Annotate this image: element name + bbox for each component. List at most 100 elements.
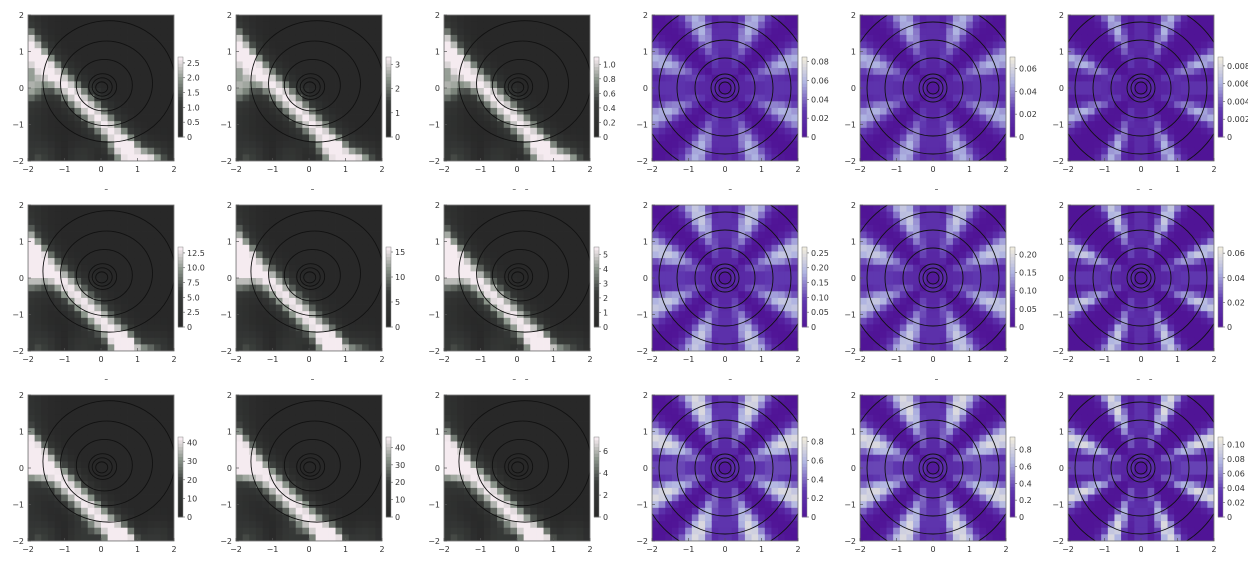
heatmap-cell <box>1160 101 1168 109</box>
heatmap-cell <box>375 48 383 56</box>
heatmap-cell <box>34 88 42 96</box>
heatmap-cell <box>658 231 666 239</box>
heatmap-cell <box>1114 34 1122 42</box>
heatmap-cell <box>275 68 283 76</box>
colorbar-segment <box>1218 127 1223 131</box>
heatmap-cell <box>154 28 162 36</box>
heatmap-cell <box>698 324 706 332</box>
heatmap-cell <box>576 244 584 252</box>
heatmap-cell <box>28 41 36 49</box>
heatmap-cell <box>107 304 115 312</box>
heatmap-cell <box>1194 127 1202 135</box>
heatmap-cell <box>550 141 558 149</box>
heatmap-cell <box>893 94 901 102</box>
heatmap-cell <box>289 224 297 232</box>
heatmap-cell <box>34 264 42 272</box>
colorbar-segment <box>386 103 391 108</box>
heatmap-cell <box>860 127 868 135</box>
heatmap-cell <box>477 147 485 155</box>
heatmap-cell <box>1121 154 1129 162</box>
heatmap-cell <box>523 324 531 332</box>
heatmap-cell <box>255 304 263 312</box>
heatmap-cell <box>1207 94 1215 102</box>
heatmap-cell <box>1167 134 1175 142</box>
heatmap-cell <box>563 284 571 292</box>
colorbar-tick-label: 0 <box>395 133 400 142</box>
heatmap-cell <box>289 147 297 155</box>
heatmap-cell <box>457 154 465 162</box>
heatmap-cell <box>899 15 907 23</box>
heatmap-cell <box>791 15 799 23</box>
heatmap-cell <box>28 251 36 259</box>
heatmap-cell <box>34 34 42 42</box>
heatmap-cell <box>309 218 317 226</box>
heatmap-cell <box>140 34 148 42</box>
heatmap-cell <box>355 147 363 155</box>
heatmap-cell <box>140 317 148 325</box>
heatmap-cell <box>497 317 505 325</box>
heatmap-cell <box>41 331 49 339</box>
heatmap-cell <box>503 54 511 62</box>
heatmap-cell <box>309 251 317 259</box>
heatmap-cell <box>269 238 277 246</box>
heatmap-cell <box>758 81 766 89</box>
heatmap-cell <box>107 258 115 266</box>
heatmap-cell <box>289 54 297 62</box>
heatmap-cell <box>315 121 323 129</box>
heatmap-cell <box>94 344 102 352</box>
heatmap-cell <box>678 121 686 129</box>
heatmap-cell <box>764 54 772 62</box>
heatmap-cell <box>477 344 485 352</box>
heatmap-cell <box>1207 121 1215 129</box>
heatmap-cell <box>282 291 290 299</box>
heatmap-cell <box>959 54 967 62</box>
heatmap-cell <box>242 317 250 325</box>
heatmap-cell <box>302 68 310 76</box>
y-tick-label: −1 <box>12 311 24 320</box>
heatmap-cell <box>368 88 376 96</box>
heatmap-cell <box>517 54 525 62</box>
heatmap-cell <box>154 218 162 226</box>
heatmap-cell <box>114 41 122 49</box>
heatmap-cell <box>1087 81 1095 89</box>
heatmap-cell <box>34 101 42 109</box>
heatmap-cell <box>236 28 244 36</box>
heatmap-cell <box>94 34 102 42</box>
heatmap-cell <box>1068 68 1076 76</box>
heatmap-cell <box>269 54 277 62</box>
heatmap-cell <box>54 324 62 332</box>
heatmap-cell <box>576 251 584 259</box>
heatmap-cell <box>583 34 591 42</box>
heatmap-cell <box>28 291 36 299</box>
heatmap-cell <box>523 331 531 339</box>
heatmap-cell <box>685 81 693 89</box>
heatmap-cell <box>114 147 122 155</box>
heatmap-cell <box>41 304 49 312</box>
heatmap-cell <box>87 114 95 122</box>
heatmap-cell <box>28 154 36 162</box>
heatmap-cell <box>147 211 155 219</box>
heatmap-cell <box>658 154 666 162</box>
heatmap-cell <box>444 337 452 345</box>
heatmap-cell <box>490 258 498 266</box>
heatmap-cell <box>939 147 947 155</box>
heatmap-cell <box>342 304 350 312</box>
heatmap-cell <box>61 28 69 36</box>
heatmap-cell <box>1127 15 1135 23</box>
y-tick-label: 0 <box>227 274 232 283</box>
heatmap-cell <box>1167 147 1175 155</box>
heatmap-cell <box>140 81 148 89</box>
contour-line <box>75 58 133 112</box>
heatmap-cell <box>335 218 343 226</box>
heatmap-cell <box>536 231 544 239</box>
heatmap-cell <box>302 107 310 115</box>
heatmap-cell <box>362 205 370 213</box>
heatmap-cell <box>269 34 277 42</box>
heatmap-cell <box>54 317 62 325</box>
heatmap-cell <box>658 205 666 213</box>
heatmap-cell <box>167 81 175 89</box>
heatmap-cell <box>450 15 458 23</box>
heatmap-cell <box>1087 141 1095 149</box>
heatmap-cell <box>477 224 485 232</box>
